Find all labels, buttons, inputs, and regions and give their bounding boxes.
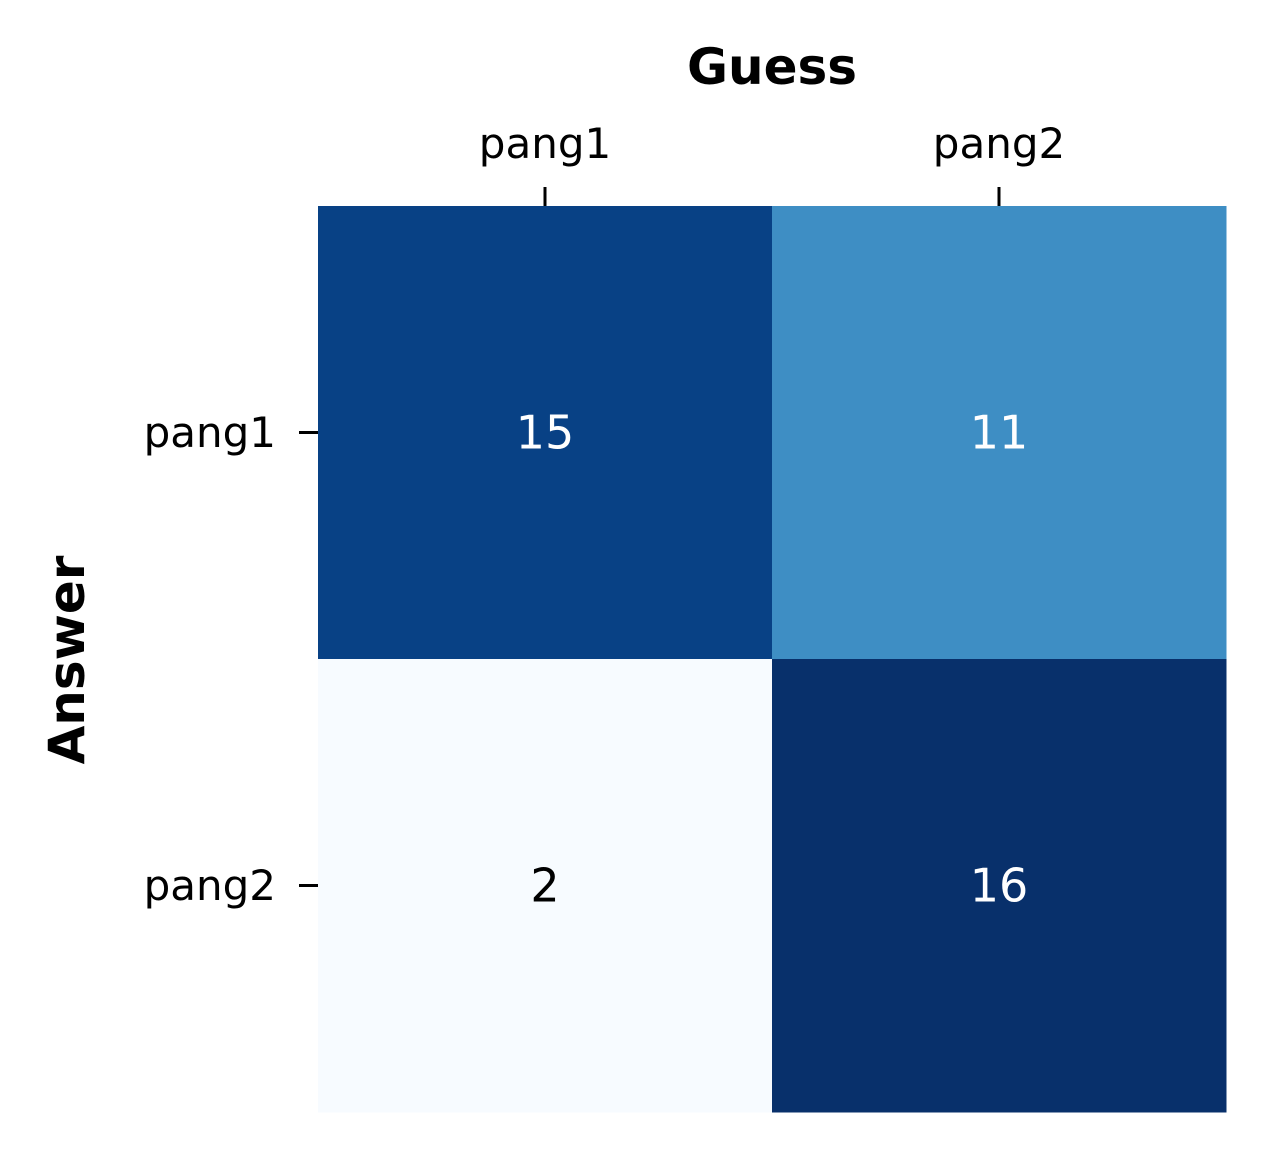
- heatmap-cells: [318, 206, 1227, 1113]
- y-axis-ticks: pang1 pang2: [144, 408, 318, 910]
- heatmap-cell-r1-c1: [318, 206, 773, 660]
- heatmap-cell-label-r2-c1: 2: [530, 859, 559, 913]
- heatmap-cell-labels: 15 11 2 16: [516, 406, 1029, 913]
- heatmap-cell-r2-c2: [772, 659, 1227, 1113]
- y-axis-title: Answer: [38, 555, 96, 764]
- heatmap-cell-r1-c2: [772, 206, 1227, 660]
- heatmap-cell-r2-c1: [318, 659, 773, 1113]
- y-tick-label-1: pang1: [144, 408, 276, 457]
- y-tick-label-2: pang2: [144, 861, 276, 910]
- x-tick-label-1: pang1: [479, 119, 611, 168]
- x-axis-ticks: pang1 pang2: [479, 119, 1065, 206]
- heatmap-cell-label-r1-c2: 11: [970, 406, 1029, 460]
- x-tick-label-2: pang2: [933, 119, 1065, 168]
- x-axis-title: Guess: [687, 38, 857, 96]
- heatmap-cell-label-r1-c1: 15: [516, 406, 575, 460]
- heatmap-cell-label-r2-c2: 16: [970, 859, 1029, 913]
